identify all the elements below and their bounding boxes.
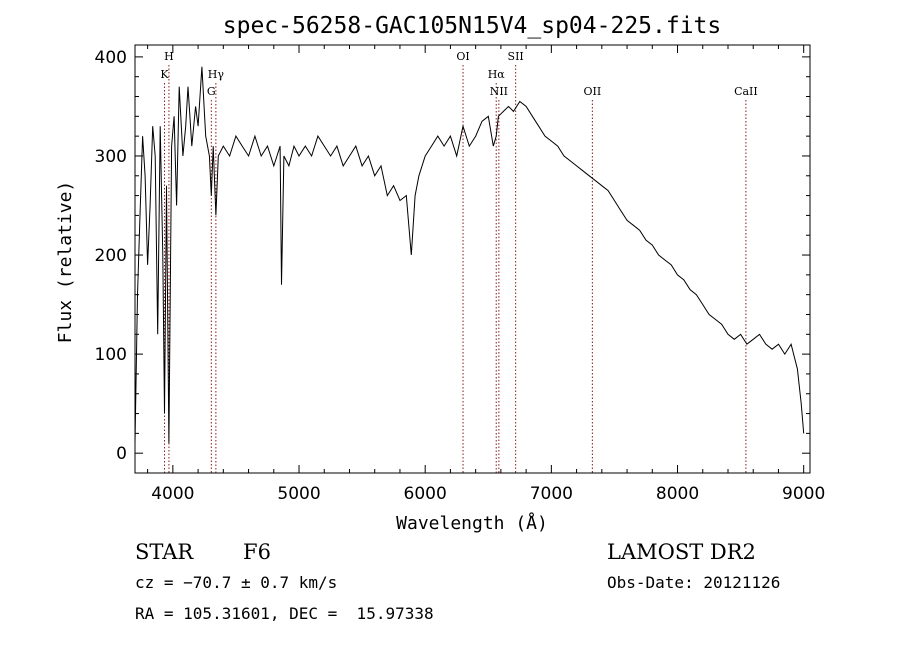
redshift-velocity: cz = −70.7 ± 0.7 km/s <box>135 573 338 592</box>
line-label-8: OII <box>584 85 602 98</box>
chart-title: spec-56258-GAC105N15V4_sp04-225.fits <box>223 13 722 39</box>
y-tick-label-2: 200 <box>95 246 127 266</box>
sky-coordinates: RA = 105.31601, DEC = 15.97338 <box>135 604 434 623</box>
x-tick-label-1: 5000 <box>277 484 320 504</box>
line-label-4: OI <box>456 50 469 63</box>
y-tick-label-1: 100 <box>95 345 127 365</box>
y-axis: 0 100 200 300 400 <box>95 48 810 464</box>
line-labels: KH Hγ G OI Hα NII SII OII CaII <box>160 50 757 98</box>
observation-date: Obs-Date: 20121126 <box>607 573 781 592</box>
line-label-2: Hγ <box>208 68 225 81</box>
line-label-6: NII <box>490 85 508 98</box>
spectral-subclass: F6 <box>243 540 271 564</box>
x-tick-label-3: 7000 <box>530 484 573 504</box>
x-tick-label-0: 4000 <box>151 484 194 504</box>
line-markers <box>164 65 747 473</box>
object-type: STAR <box>135 540 194 564</box>
plot-frame <box>134 44 811 474</box>
line-label-5: Hα <box>488 68 506 81</box>
survey-name: LAMOST DR2 <box>607 540 756 564</box>
x-axis-label: Wavelength (Å) <box>396 512 548 534</box>
x-tick-label-5: 9000 <box>782 484 825 504</box>
line-label-7: SII <box>508 50 524 63</box>
y-tick-label-0: 0 <box>116 444 127 464</box>
line-label-0: K <box>160 68 169 81</box>
y-tick-label-4: 400 <box>95 48 127 68</box>
spectrum-line <box>134 66 805 444</box>
x-axis: 4000 5000 6000 7000 8000 9000 <box>147 45 825 504</box>
line-label-3: G <box>207 85 216 98</box>
x-tick-label-2: 6000 <box>404 484 447 504</box>
y-axis-label: Flux (relative) <box>55 181 76 344</box>
line-label-9: CaII <box>734 85 758 98</box>
y-tick-label-3: 300 <box>95 147 127 167</box>
line-label-1: H <box>164 50 174 63</box>
x-tick-label-4: 8000 <box>656 484 699 504</box>
